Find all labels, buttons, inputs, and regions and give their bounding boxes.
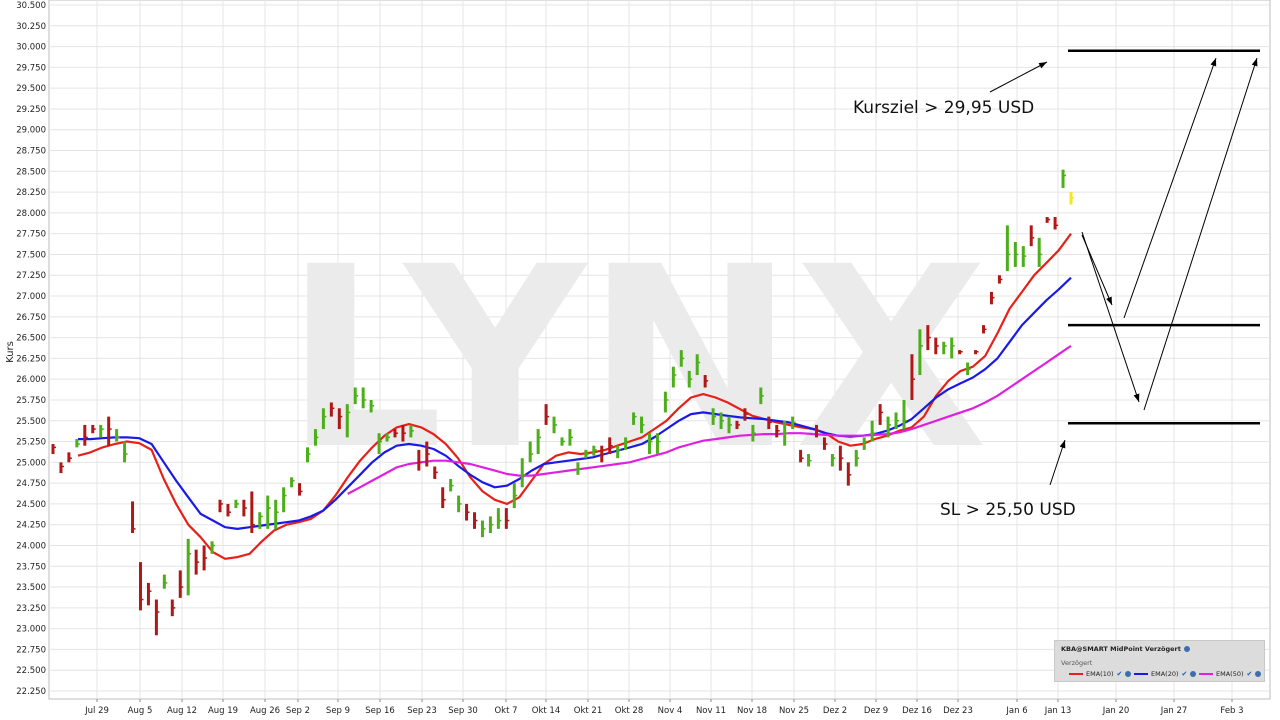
y-tick-label: 26.250 [16, 354, 46, 364]
ema-line-ema20 [78, 276, 1072, 530]
y-tick-label: 26.500 [16, 334, 46, 344]
y-tick-label: 23.250 [16, 604, 46, 614]
y-tick-label: 24.250 [16, 521, 46, 531]
x-tick-label: Dez 16 [902, 706, 932, 716]
x-tick-label: Jan 6 [1005, 706, 1027, 716]
globe-icon [1255, 671, 1262, 677]
legend-label-ema20: EMA(20) [1151, 670, 1179, 678]
x-tick-label: Dez 9 [864, 706, 888, 716]
legend-item-ema20[interactable]: EMA(20) ✔ [1134, 670, 1199, 678]
globe-icon [1183, 646, 1190, 652]
x-tick-label: Okt 21 [574, 706, 602, 716]
x-tick-label: Jan 13 [1044, 706, 1072, 716]
x-tick-label: Nov 11 [696, 706, 726, 716]
x-tick-label: Okt 28 [615, 706, 643, 716]
y-tick-label: 27.500 [16, 250, 46, 260]
x-tick-label: Nov 25 [779, 706, 809, 716]
y-tick-label: 29.750 [16, 63, 46, 73]
ema-line-ema10 [77, 233, 1072, 560]
y-tick-label: 24.500 [16, 500, 46, 510]
y-tick-label: 23.750 [16, 562, 46, 572]
y-tick-label: 30.250 [16, 22, 46, 32]
kursziel-annotation: Kursziel > 29,95 USD [853, 98, 1034, 118]
annotation-arrow [989, 61, 1048, 93]
legend-swatch-ema20 [1134, 673, 1148, 675]
x-tick-label: Aug 12 [167, 706, 197, 716]
annotation-arrow [1123, 57, 1217, 319]
legend-item-ema50[interactable]: EMA(50) ✔ [1199, 670, 1264, 678]
y-tick-label: 24.000 [16, 541, 46, 551]
y-tick-label: 23.000 [16, 625, 46, 635]
legend-item-ema10[interactable]: EMA(10) ✔ [1069, 670, 1134, 678]
y-tick-label: 25.500 [16, 417, 46, 427]
y-tick-label: 26.000 [16, 375, 46, 385]
x-tick-label: Sep 16 [365, 706, 395, 716]
y-tick-label: 28.250 [16, 188, 46, 198]
x-tick-label: Okt 14 [532, 706, 560, 716]
y-tick-label: 25.000 [16, 458, 46, 468]
x-tick-label: Dez 23 [943, 706, 973, 716]
y-tick-label: 29.000 [16, 126, 46, 136]
stop-loss-annotation: SL > 25,50 USD [940, 500, 1076, 520]
legend-subtitle: Verzögert [1061, 659, 1093, 667]
x-tick-label: Jan 27 [1160, 706, 1188, 716]
legend-label-ema10: EMA(10) [1086, 670, 1114, 678]
annotation-arrow [1049, 439, 1066, 486]
check-icon[interactable]: ✔ [1246, 670, 1253, 678]
y-tick-label: 22.250 [16, 687, 46, 697]
y-tick-label: 29.250 [16, 105, 46, 115]
y-tick-label: 26.750 [16, 313, 46, 323]
y-tick-label: 27.750 [16, 230, 46, 240]
x-tick-label: Jan 20 [1102, 706, 1130, 716]
x-tick-label: Sep 9 [326, 706, 350, 716]
x-tick-label: Jul 29 [84, 706, 109, 716]
x-tick-label: Sep 2 [286, 706, 310, 716]
legend-swatch-ema10 [1069, 673, 1083, 675]
x-tick-label: Okt 7 [494, 706, 517, 716]
ema-line-ema50 [347, 344, 1072, 495]
y-tick-label: 27.250 [16, 271, 46, 281]
y-tick-label: 25.250 [16, 438, 46, 448]
x-tick-label: Aug 5 [128, 706, 153, 716]
annotation-arrow [1143, 57, 1258, 411]
x-tick-label: Aug 19 [208, 706, 238, 716]
legend-items: EMA(10) ✔ EMA(20) ✔ EMA(50) ✔ [1069, 670, 1264, 678]
y-tick-label: 22.500 [16, 666, 46, 676]
check-icon[interactable]: ✔ [1181, 670, 1188, 678]
x-tick-label: Aug 26 [250, 706, 280, 716]
chart-legend: KBA@SMART MidPoint Verzögert Verzögert E… [1054, 640, 1265, 682]
legend-title-text: KBA@SMART MidPoint Verzögert [1061, 645, 1181, 653]
y-tick-label: 28.000 [16, 209, 46, 219]
y-tick-label: 28.500 [16, 167, 46, 177]
y-tick-label: 24.750 [16, 479, 46, 489]
annotation-arrow [1081, 231, 1140, 403]
x-tick-label: Feb 3 [1220, 706, 1243, 716]
y-tick-label: 28.750 [16, 147, 46, 157]
legend-swatch-ema50 [1199, 673, 1213, 675]
x-tick-label: Dez 2 [823, 706, 847, 716]
x-tick-label: Nov 4 [658, 706, 683, 716]
x-tick-label: Sep 30 [448, 706, 478, 716]
legend-label-ema50: EMA(50) [1216, 670, 1244, 678]
y-tick-label: 25.750 [16, 396, 46, 406]
y-tick-label: 27.000 [16, 292, 46, 302]
legend-title: KBA@SMART MidPoint Verzögert [1061, 645, 1190, 653]
globe-icon [1190, 671, 1197, 677]
y-tick-label: 23.500 [16, 583, 46, 593]
check-icon[interactable]: ✔ [1116, 670, 1123, 678]
globe-icon [1125, 671, 1132, 677]
y-tick-label: 29.500 [16, 84, 46, 94]
y-tick-label: 30.000 [16, 43, 46, 53]
x-tick-label: Nov 18 [737, 706, 767, 716]
y-tick-label: 22.750 [16, 645, 46, 655]
y-tick-label: 30.500 [16, 1, 46, 11]
x-tick-label: Sep 23 [407, 706, 437, 716]
watermark-text: LYNX [284, 213, 987, 504]
y-axis-label: Kurs [5, 341, 16, 363]
